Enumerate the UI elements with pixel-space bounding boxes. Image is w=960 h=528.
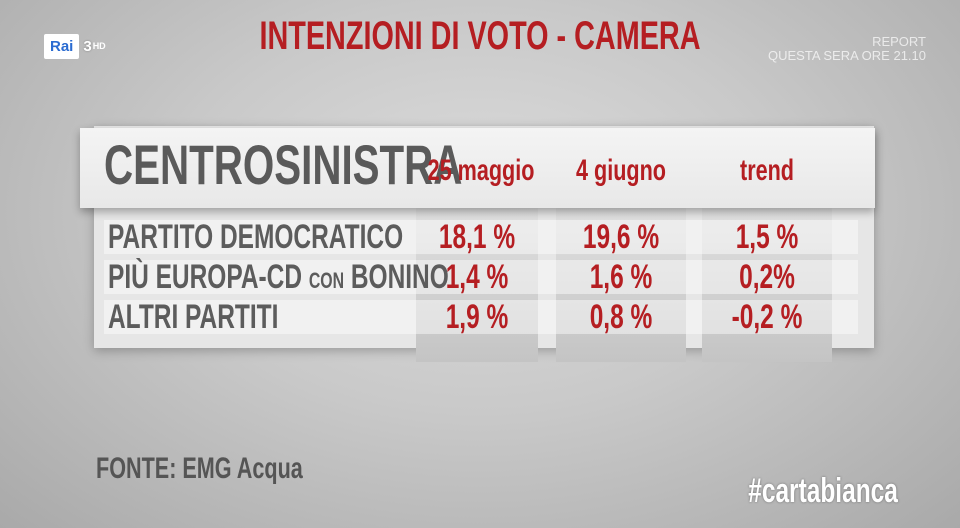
promo-banner: REPORT QUESTA SERA ORE 21.10 [768, 35, 926, 63]
table-header [80, 128, 875, 208]
promo-line-2: QUESTA SERA ORE 21.10 [768, 48, 926, 63]
coalition-title: CENTROSINISTRA [104, 133, 463, 196]
party-name: ALTRI PARTITI [108, 298, 279, 336]
value-25-maggio: 1,4 % [445, 258, 509, 296]
column-header-25-maggio: 25 maggio [427, 154, 535, 187]
show-hashtag: #cartabianca [748, 472, 898, 510]
value-4-giugno: 1,6 % [589, 258, 653, 296]
headline: INTENZIONI DI VOTO - CAMERA [259, 14, 701, 58]
promo-line-1: REPORT [872, 34, 926, 49]
value-trend: 1,5 % [735, 218, 799, 256]
value-trend: -0,2 % [731, 298, 803, 336]
party-name: PARTITO DEMOCRATICO [108, 218, 404, 256]
hd-badge: HD [92, 41, 106, 51]
value-25-maggio: 18,1 % [438, 218, 516, 256]
rai-brand: Rai [44, 33, 80, 59]
column-pillar-3 [702, 208, 832, 362]
channel-logo: Rai 3 HD [44, 32, 106, 60]
column-pillar-2 [556, 208, 686, 362]
column-header-trend: trend [740, 154, 794, 187]
value-4-giugno: 19,6 % [582, 218, 660, 256]
table-row: PIÙ EUROPA-CD CON BONINO 1,4 % 1,6 % 0,2… [100, 258, 858, 296]
table-row: ALTRI PARTITI 1,9 % 0,8 % -0,2 % [100, 298, 858, 336]
column-header-4-giugno: 4 giugno [576, 154, 666, 187]
column-pillar-1 [416, 208, 538, 362]
table-row: PARTITO DEMOCRATICO 18,1 % 19,6 % 1,5 % [100, 218, 858, 256]
value-25-maggio: 1,9 % [445, 298, 509, 336]
value-4-giugno: 0,8 % [589, 298, 653, 336]
source-note: FONTE: EMG Acqua [96, 452, 303, 485]
value-trend: 0,2% [739, 258, 795, 296]
channel-number: 3 [83, 37, 92, 55]
party-name: PIÙ EUROPA-CD CON BONINO [108, 258, 449, 296]
